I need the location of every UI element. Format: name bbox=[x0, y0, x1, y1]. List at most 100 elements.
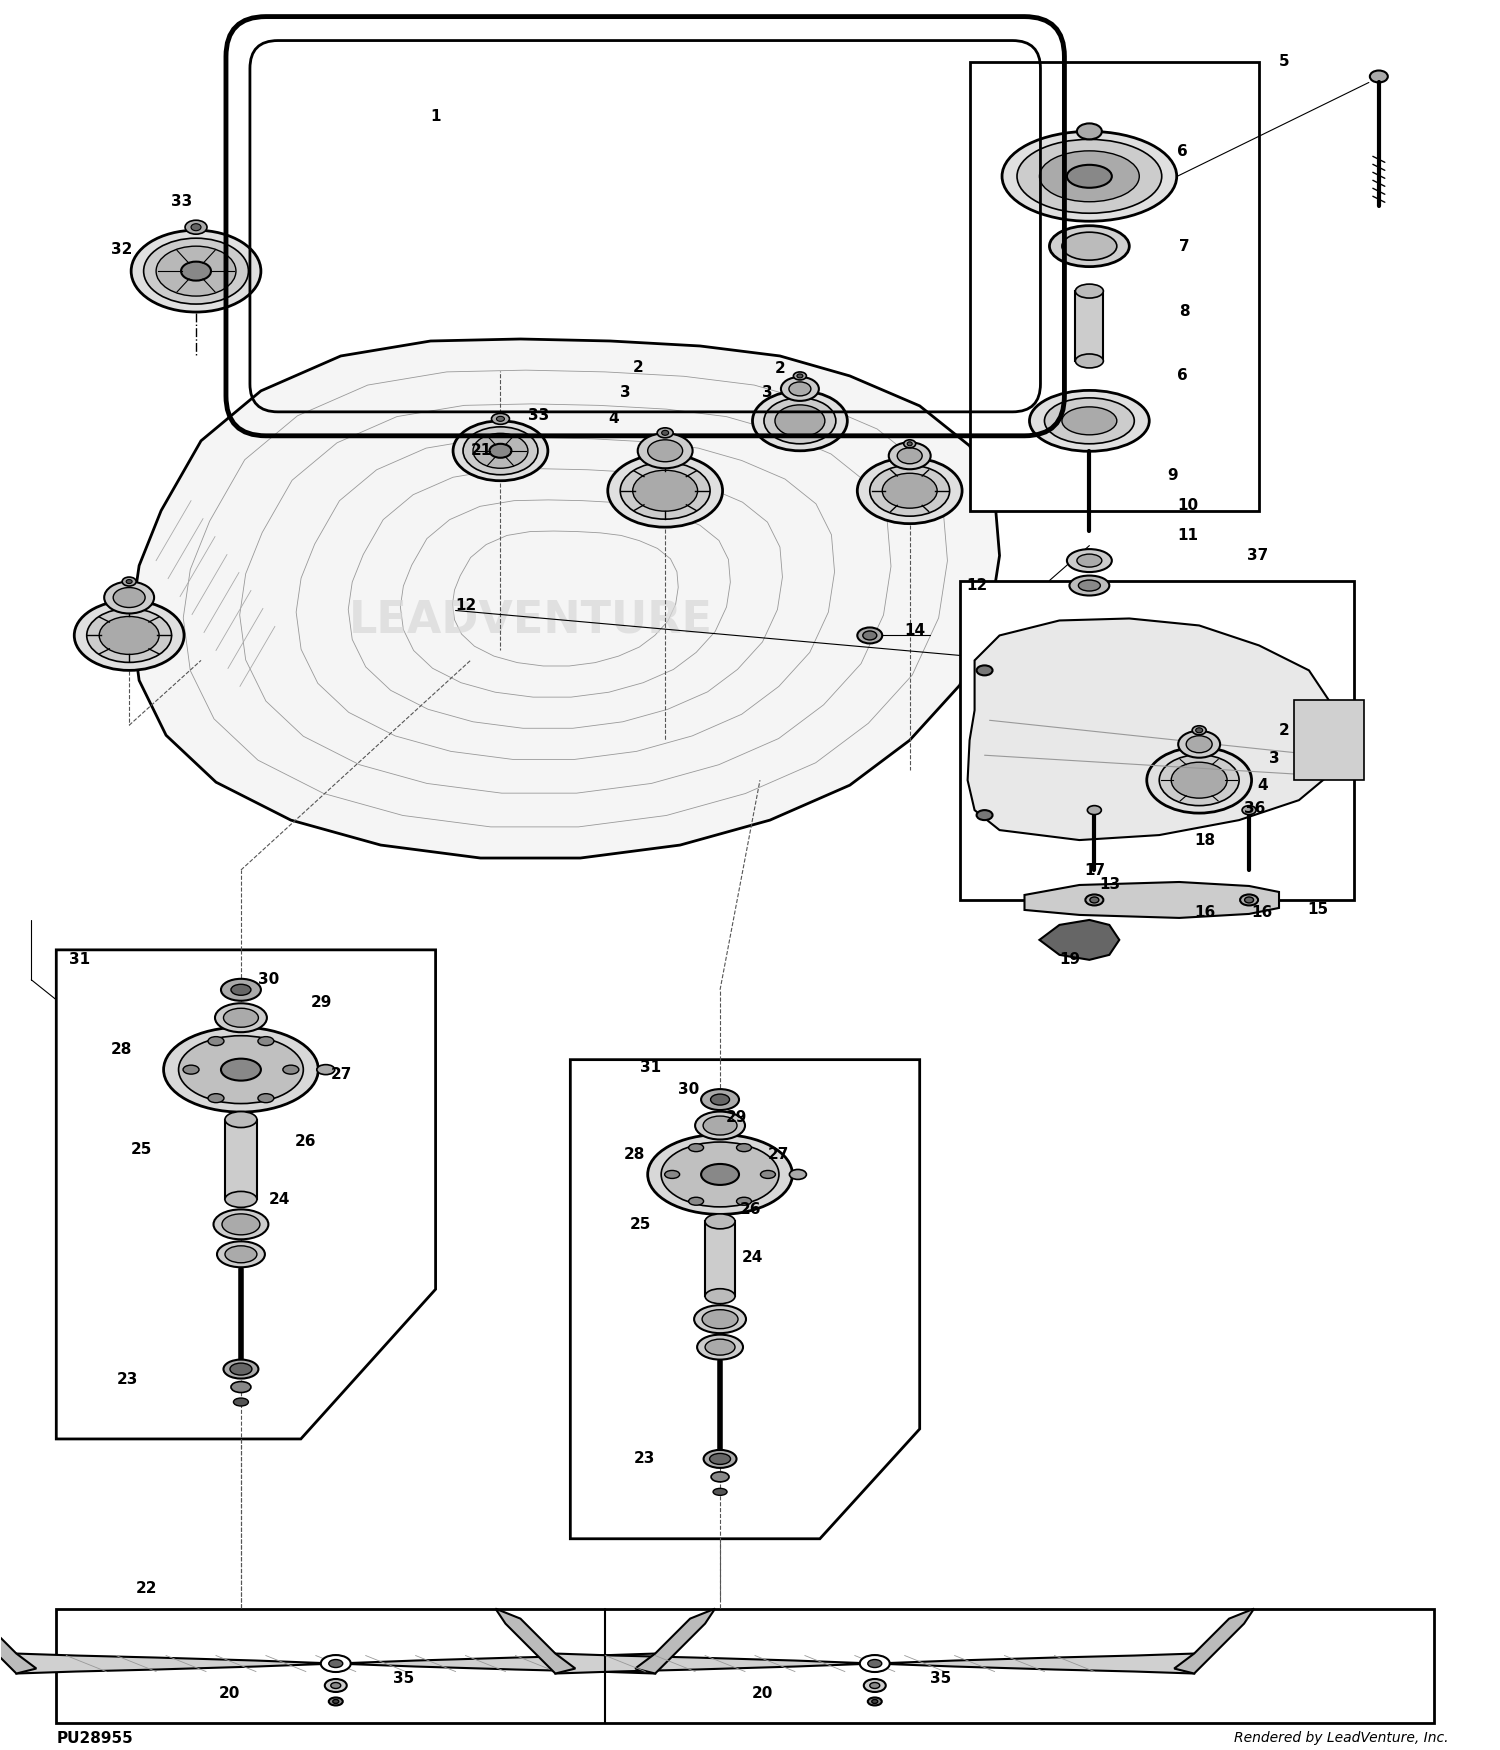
Ellipse shape bbox=[87, 609, 171, 663]
Text: 19: 19 bbox=[1059, 952, 1080, 968]
Ellipse shape bbox=[258, 1036, 274, 1045]
Ellipse shape bbox=[704, 1451, 736, 1468]
Text: 3: 3 bbox=[762, 385, 772, 401]
Ellipse shape bbox=[1044, 397, 1134, 444]
Ellipse shape bbox=[1066, 550, 1112, 572]
Ellipse shape bbox=[1192, 726, 1206, 735]
Bar bbox=[969, 61, 1258, 511]
Text: 31: 31 bbox=[69, 952, 90, 968]
Ellipse shape bbox=[694, 1111, 746, 1139]
Text: 6: 6 bbox=[1178, 144, 1188, 159]
Text: Rendered by LeadVenture, Inc.: Rendered by LeadVenture, Inc. bbox=[1234, 1731, 1449, 1745]
Ellipse shape bbox=[328, 1659, 344, 1668]
Text: LEADVENTURE: LEADVENTURE bbox=[348, 598, 712, 642]
Polygon shape bbox=[130, 340, 999, 858]
Ellipse shape bbox=[209, 1036, 224, 1045]
Ellipse shape bbox=[753, 390, 847, 452]
Ellipse shape bbox=[782, 376, 819, 401]
Ellipse shape bbox=[231, 984, 251, 996]
Ellipse shape bbox=[1050, 226, 1130, 266]
Text: 15: 15 bbox=[1306, 903, 1328, 917]
Text: 4: 4 bbox=[609, 411, 619, 427]
Text: 37: 37 bbox=[1246, 548, 1269, 564]
Bar bbox=[57, 1608, 1434, 1724]
Text: 18: 18 bbox=[1194, 833, 1215, 847]
Ellipse shape bbox=[789, 382, 812, 396]
Ellipse shape bbox=[1370, 70, 1388, 82]
Ellipse shape bbox=[1245, 898, 1254, 903]
Ellipse shape bbox=[164, 1027, 318, 1111]
Ellipse shape bbox=[662, 1143, 778, 1207]
Ellipse shape bbox=[688, 1197, 703, 1206]
Ellipse shape bbox=[736, 1144, 752, 1152]
Polygon shape bbox=[1040, 920, 1119, 959]
Polygon shape bbox=[570, 1060, 920, 1538]
Polygon shape bbox=[57, 950, 435, 1438]
Ellipse shape bbox=[464, 427, 538, 474]
Polygon shape bbox=[16, 1654, 656, 1673]
Ellipse shape bbox=[976, 810, 993, 821]
Ellipse shape bbox=[316, 1064, 334, 1074]
Text: 1: 1 bbox=[430, 108, 441, 124]
Ellipse shape bbox=[1160, 754, 1239, 805]
Ellipse shape bbox=[776, 404, 825, 438]
Ellipse shape bbox=[234, 1398, 249, 1405]
Text: 21: 21 bbox=[471, 443, 492, 458]
Text: 26: 26 bbox=[296, 1134, 316, 1150]
Ellipse shape bbox=[868, 1659, 882, 1668]
Ellipse shape bbox=[688, 1144, 703, 1152]
Ellipse shape bbox=[104, 581, 154, 614]
Ellipse shape bbox=[222, 1214, 260, 1236]
Text: 4: 4 bbox=[1257, 777, 1268, 793]
Text: 35: 35 bbox=[393, 1671, 414, 1685]
Text: 20: 20 bbox=[752, 1685, 774, 1701]
Ellipse shape bbox=[698, 1335, 742, 1360]
Ellipse shape bbox=[657, 427, 674, 438]
Text: 2: 2 bbox=[1280, 723, 1290, 738]
Ellipse shape bbox=[1062, 406, 1118, 434]
Ellipse shape bbox=[608, 455, 723, 527]
Bar bbox=[225, 1120, 256, 1199]
Polygon shape bbox=[495, 1608, 576, 1673]
Ellipse shape bbox=[858, 628, 882, 644]
Text: 29: 29 bbox=[726, 1110, 747, 1125]
Text: 29: 29 bbox=[310, 996, 332, 1010]
Bar bbox=[1294, 700, 1364, 780]
Bar bbox=[1076, 290, 1104, 360]
Ellipse shape bbox=[220, 1059, 261, 1080]
Ellipse shape bbox=[126, 579, 132, 583]
Ellipse shape bbox=[908, 441, 912, 446]
Ellipse shape bbox=[664, 1171, 680, 1178]
Ellipse shape bbox=[1078, 579, 1101, 592]
Text: 12: 12 bbox=[456, 598, 477, 612]
Text: 7: 7 bbox=[1179, 238, 1190, 254]
Ellipse shape bbox=[903, 439, 915, 448]
Ellipse shape bbox=[184, 220, 207, 234]
Text: 13: 13 bbox=[1100, 877, 1120, 892]
Ellipse shape bbox=[736, 1197, 752, 1206]
Ellipse shape bbox=[209, 1094, 224, 1102]
Ellipse shape bbox=[1070, 576, 1110, 595]
Text: 20: 20 bbox=[219, 1685, 240, 1701]
Ellipse shape bbox=[321, 1656, 351, 1671]
Text: 8: 8 bbox=[1179, 303, 1190, 318]
Text: 30: 30 bbox=[678, 1082, 699, 1097]
Text: 10: 10 bbox=[1178, 499, 1198, 513]
Ellipse shape bbox=[1066, 164, 1112, 187]
Ellipse shape bbox=[662, 430, 669, 436]
Ellipse shape bbox=[224, 1360, 258, 1379]
Text: 14: 14 bbox=[904, 623, 926, 639]
Ellipse shape bbox=[648, 439, 682, 462]
Ellipse shape bbox=[326, 1678, 346, 1692]
Polygon shape bbox=[555, 1654, 1194, 1673]
Ellipse shape bbox=[620, 462, 710, 520]
Text: 30: 30 bbox=[258, 973, 279, 987]
Text: 16: 16 bbox=[1251, 905, 1272, 920]
Text: 6: 6 bbox=[1178, 369, 1188, 383]
Ellipse shape bbox=[897, 448, 922, 464]
Ellipse shape bbox=[489, 444, 512, 458]
Ellipse shape bbox=[112, 588, 146, 607]
Ellipse shape bbox=[1148, 747, 1251, 814]
Text: 27: 27 bbox=[332, 1068, 352, 1082]
Ellipse shape bbox=[858, 458, 962, 523]
